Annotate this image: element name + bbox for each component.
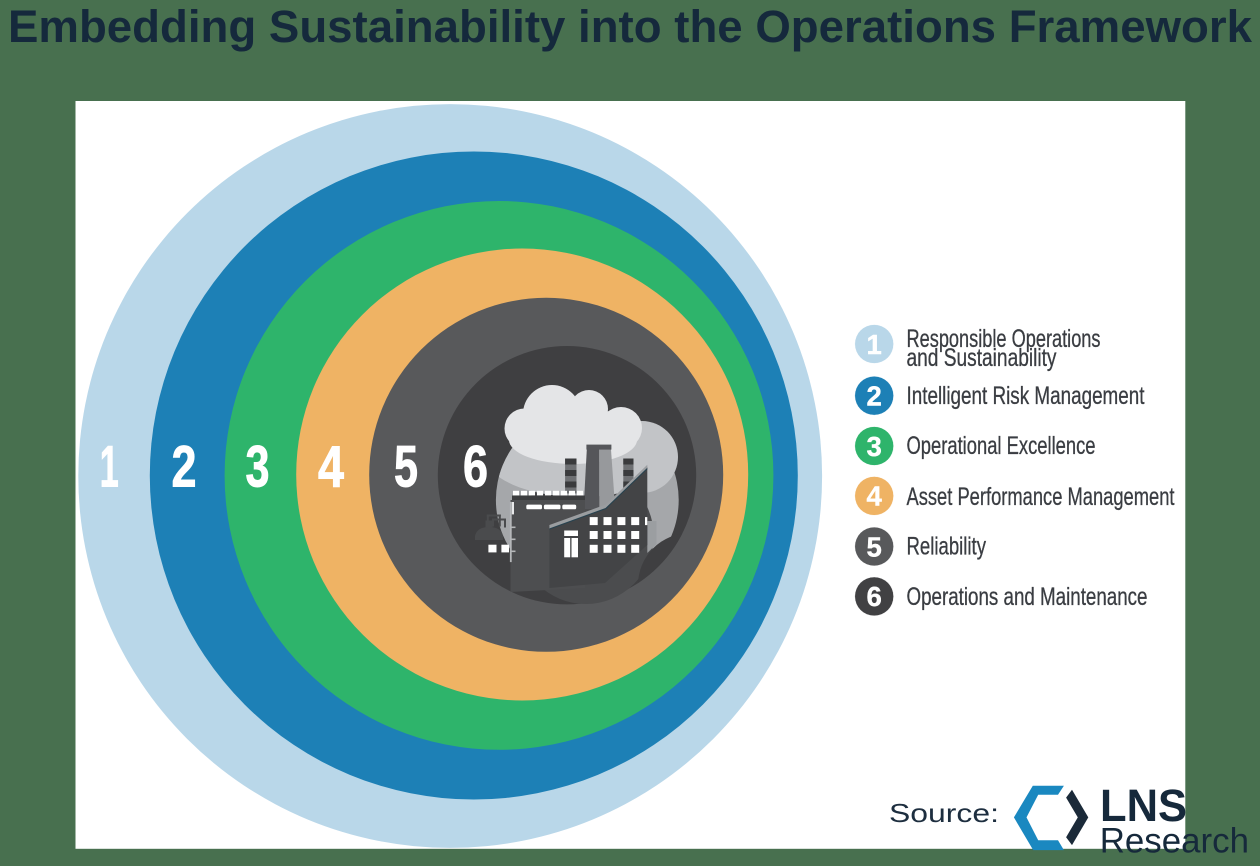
svg-text:Reliability: Reliability bbox=[907, 533, 987, 561]
svg-text:5: 5 bbox=[867, 531, 882, 562]
svg-text:6: 6 bbox=[463, 435, 488, 500]
svg-text:Embedding Sustainability into: Embedding Sustainability into the Operat… bbox=[8, 1, 1253, 52]
svg-text:and Sustainability: and Sustainability bbox=[907, 344, 1057, 372]
svg-text:4: 4 bbox=[867, 481, 883, 512]
svg-text:Intelligent Risk Management: Intelligent Risk Management bbox=[907, 382, 1145, 410]
svg-text:2: 2 bbox=[172, 435, 197, 500]
svg-text:Asset Performance Management: Asset Performance Management bbox=[907, 483, 1175, 511]
svg-text:5: 5 bbox=[394, 435, 418, 500]
svg-text:Source:: Source: bbox=[889, 798, 999, 828]
svg-text:1: 1 bbox=[100, 435, 119, 500]
svg-text:Research: Research bbox=[1100, 822, 1249, 861]
svg-text:LNS: LNS bbox=[1100, 780, 1187, 831]
svg-text:1: 1 bbox=[867, 329, 882, 360]
svg-text:Operations and Maintenance: Operations and Maintenance bbox=[907, 583, 1148, 611]
svg-text:6: 6 bbox=[867, 581, 882, 612]
svg-text:2: 2 bbox=[867, 381, 882, 412]
svg-text:Responsible Operations: Responsible Operations bbox=[907, 325, 1101, 353]
svg-text:Operational Excellence: Operational Excellence bbox=[907, 432, 1096, 460]
svg-text:3: 3 bbox=[867, 431, 882, 462]
svg-text:3: 3 bbox=[246, 435, 270, 500]
svg-text:4: 4 bbox=[318, 435, 344, 500]
